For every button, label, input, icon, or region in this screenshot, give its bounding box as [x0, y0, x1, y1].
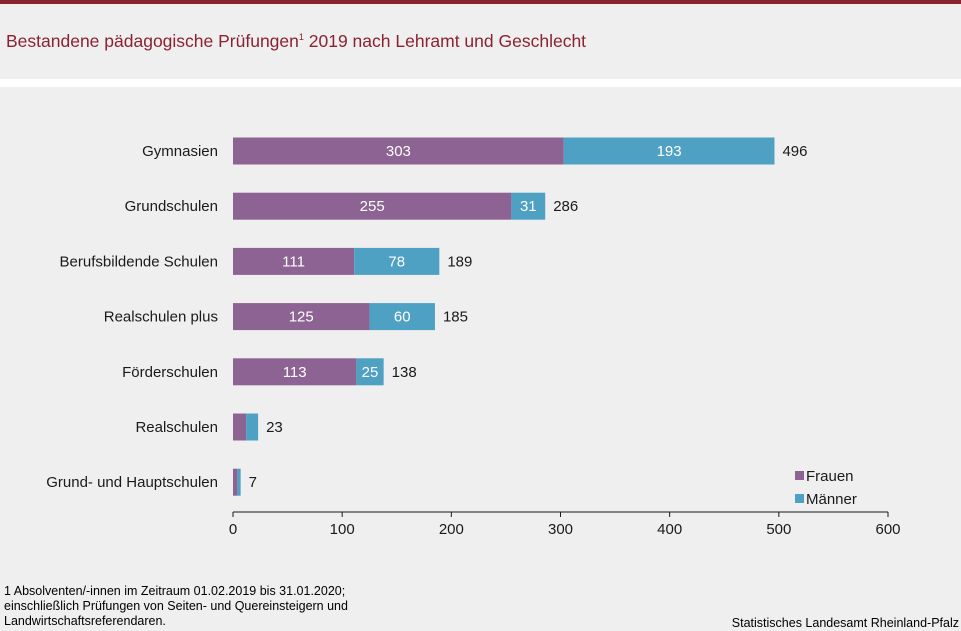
segment-value-label: 255 — [360, 198, 385, 215]
segment-value-label: 25 — [362, 364, 379, 381]
bar-segment — [563, 137, 775, 165]
bar-segment — [233, 192, 512, 220]
bar-segment — [356, 358, 384, 386]
bar-segment — [237, 468, 241, 496]
segment-value-label: 78 — [388, 253, 405, 270]
segment-value-label: 111 — [282, 253, 305, 270]
x-tick-label: 500 — [766, 521, 791, 538]
total-value-label: 138 — [392, 364, 417, 381]
header-separator — [0, 79, 961, 87]
category-label: Realschulen — [135, 419, 218, 436]
source-credit: Statistisches Landesamt Rheinland-Pfalz — [731, 616, 959, 630]
category-label: Förderschulen — [122, 364, 218, 381]
x-tick-label: 400 — [657, 521, 682, 538]
segment-value-label: 31 — [520, 198, 537, 215]
x-tick-label: 0 — [229, 521, 237, 538]
legend-label: Männer — [806, 491, 857, 508]
bar-segment — [246, 413, 259, 441]
total-value-label: 286 — [553, 198, 578, 215]
chart-title: Bestandene pädagogische Prüfungen1 2019 … — [6, 31, 587, 51]
bar-segment — [233, 137, 564, 165]
legend-label: Frauen — [806, 468, 854, 485]
total-value-label: 7 — [249, 474, 257, 491]
bar-segment — [233, 358, 357, 386]
total-value-label: 189 — [447, 253, 472, 270]
category-label: Gymnasien — [142, 143, 218, 160]
legend-swatch — [795, 471, 804, 480]
bar-segment — [233, 247, 355, 275]
bar-segment — [354, 247, 440, 275]
footnote-marker: 1 — [298, 32, 304, 42]
x-tick-label: 100 — [330, 521, 355, 538]
segment-value-label: 60 — [394, 309, 411, 326]
segment-value-label: 303 — [386, 143, 411, 160]
category-label: Berufsbildende Schulen — [60, 253, 218, 270]
legend-swatch — [795, 494, 804, 503]
top-accent-bar — [0, 0, 961, 4]
segment-value-label: 113 — [283, 364, 307, 381]
footnote-line: Landwirtschaftsreferendaren. — [4, 614, 166, 628]
bar-segment — [233, 413, 247, 441]
total-value-label: 23 — [266, 419, 283, 436]
total-value-label: 496 — [782, 143, 807, 160]
category-label: Grund- und Hauptschulen — [46, 474, 218, 491]
total-value-label: 185 — [443, 309, 468, 326]
x-tick-label: 200 — [439, 521, 464, 538]
bar-segment — [369, 303, 435, 331]
footnote-line: 1 Absolventen/-innen im Zeitraum 01.02.2… — [4, 584, 346, 598]
bar-segment — [511, 192, 546, 220]
category-label: Grundschulen — [125, 198, 218, 215]
footnote: 1 Absolventen/-innen im Zeitraum 01.02.2… — [4, 584, 348, 629]
bar-segment — [233, 468, 238, 496]
bar-segment — [233, 303, 370, 331]
segment-value-label: 125 — [289, 309, 314, 326]
x-tick-label: 600 — [875, 521, 900, 538]
segment-value-label: 193 — [657, 143, 682, 160]
footnote-line: einschließlich Prüfungen von Seiten- und… — [4, 599, 348, 613]
category-label: Realschulen plus — [104, 309, 218, 326]
x-tick-label: 300 — [548, 521, 573, 538]
